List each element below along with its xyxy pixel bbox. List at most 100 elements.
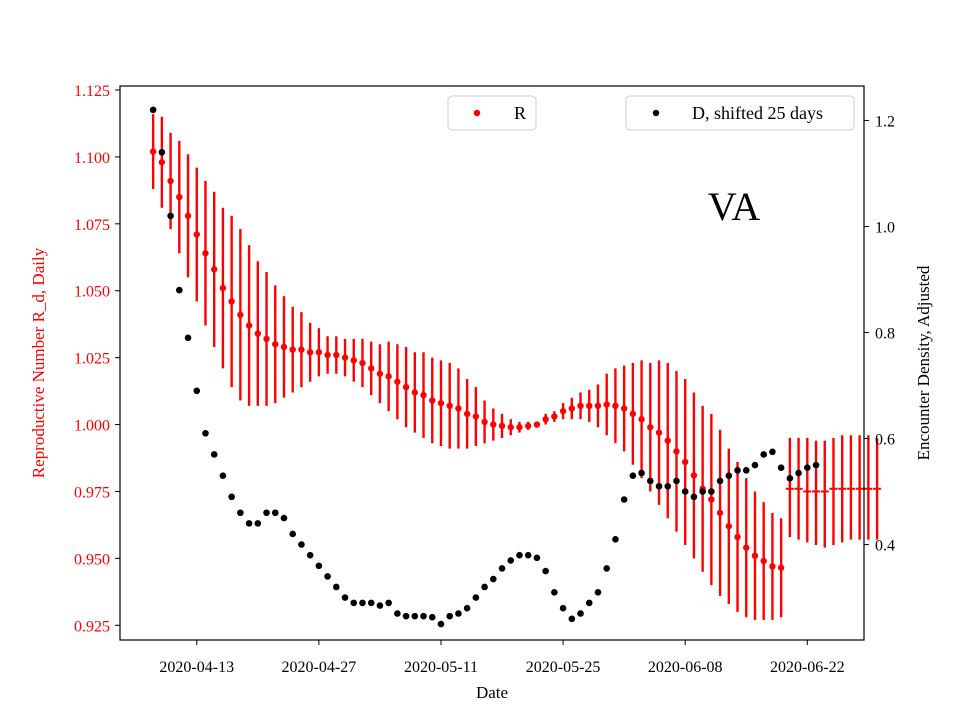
r-point [272,341,279,348]
d-point [812,461,820,469]
d-point [333,583,340,591]
d-point [481,583,488,591]
x-axis-label: Date [476,683,508,702]
left-tick-label: 1.075 [74,217,110,234]
x-tick-label: 2020-06-22 [770,659,845,676]
d-point [446,612,453,620]
d-point [289,530,296,538]
x-axis-ticks: 2020-04-13 2020-04-27 2020-05-11 2020-05-25… [159,640,845,676]
r-point [210,266,218,273]
d-point [263,509,270,517]
r-point [149,148,157,155]
r-point [263,335,270,343]
d-point [699,488,706,495]
r-point [184,212,192,220]
right-axis-ticks: 0.4 0.6 0.8 1.0 1.2 [864,113,895,555]
r-point [385,373,392,380]
r-point [437,399,445,407]
r-point [359,359,366,367]
r-point [507,424,514,431]
d-point [463,604,471,612]
right-tick-label: 1.2 [875,113,895,130]
r-point [533,421,541,428]
d-point [498,565,506,572]
r-point [455,405,462,412]
d-point [210,451,218,458]
x-tick-label: 2020-06-08 [648,659,723,676]
r-point [516,424,523,431]
d-point [690,493,698,501]
r-point [394,378,401,385]
r-point [219,284,227,292]
r-point [638,416,645,423]
r-point [690,472,698,479]
r-point [777,564,785,571]
left-tick-label: 0.975 [74,484,110,501]
r-point [551,413,558,420]
d-point [673,477,680,485]
d-point [681,488,689,495]
d-point [655,482,663,490]
d-point [428,613,436,621]
r-point [760,557,767,565]
d-point [202,429,209,437]
r-point [524,422,532,430]
d-point [542,567,549,575]
r-point [647,424,654,431]
r-point [725,523,733,530]
d-point [472,594,480,601]
d-point [315,562,323,570]
r-point [376,370,384,377]
d-point [324,573,331,580]
left-tick-label: 1.100 [74,150,110,167]
r-point [402,383,410,391]
r-point [324,351,331,359]
r-point [769,563,776,570]
r-point [568,405,576,412]
r-point [716,509,724,517]
plot-frame [119,85,865,641]
d-point [647,477,654,485]
legend-r-marker [473,109,481,117]
left-axis-label: Reproductive Number R_d, Daily [29,247,48,478]
d-point [271,509,279,517]
r-point [429,397,436,404]
left-tick-label: 1.025 [74,351,110,368]
d-point [228,493,235,501]
d-point [167,212,174,220]
d-point [795,469,802,477]
d-point [568,615,576,623]
d-point [603,565,610,572]
r-point [333,351,340,359]
r-point [751,552,759,559]
d-point [367,599,375,607]
r-point [681,458,689,466]
d-point [769,448,776,456]
r-point [603,401,610,408]
d-point [551,588,558,596]
d-point [376,602,384,609]
r-point [542,416,549,423]
d-point [341,594,349,601]
d-point [594,588,602,596]
d-point [638,469,645,477]
r-point [167,177,174,185]
d-point [254,520,262,527]
d-point [533,554,541,562]
x-tick-label: 2020-05-11 [404,659,478,676]
r-point [254,330,262,337]
r-series-group [149,114,882,620]
d-point [516,551,523,559]
legend-d-box [625,95,855,131]
d-point [350,599,358,607]
d-point [585,599,593,607]
r-point [367,365,375,372]
r-point [350,357,357,364]
d-point [760,451,767,458]
d-point [577,610,584,617]
r-point [315,349,323,356]
r-point [193,231,200,238]
d-point [437,620,445,628]
d-point [559,604,567,612]
r-point [411,389,419,396]
